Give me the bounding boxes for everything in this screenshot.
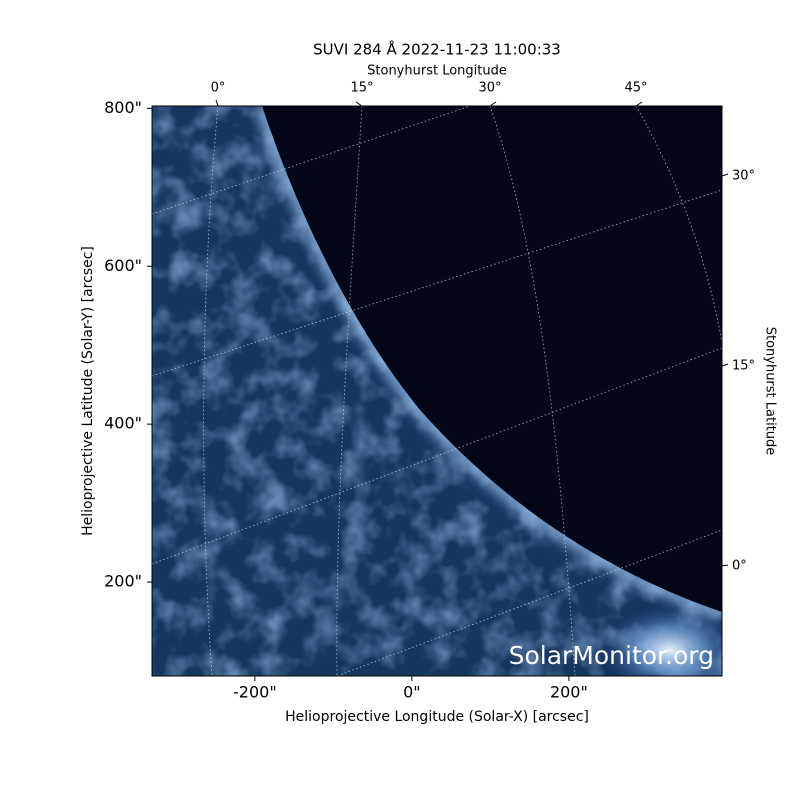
right-axis-label: Stonyhurst Latitude: [763, 327, 778, 456]
y-tick-label: 400": [104, 414, 142, 433]
lon-tick: [215, 99, 219, 107]
watermark: SolarMonitor.org: [509, 641, 714, 670]
y-tick-label: 200": [104, 572, 142, 591]
x-tick-label: 0": [403, 683, 421, 702]
lon-tick-label: 45°: [624, 81, 647, 96]
x-axis-label: Helioprojective Longitude (Solar-X) [arc…: [285, 709, 589, 725]
lat-tick-label: 30°: [732, 169, 755, 184]
lon-tick: [489, 101, 497, 107]
x-tick-label: -200": [233, 683, 277, 702]
lat-tick: [721, 173, 729, 177]
plot-frame: [151, 105, 723, 677]
y-axis-label: Helioprojective Latitude (Solar-Y) [arcs…: [80, 246, 96, 536]
lon-tick-label: 30°: [478, 81, 501, 96]
lat-tick-label: 0°: [732, 559, 747, 574]
lat-tick-label: 15°: [732, 359, 755, 374]
solar-image: [152, 106, 722, 676]
lat-tick: [721, 564, 729, 567]
x-tick-label: 200": [550, 683, 588, 702]
lon-tick-label: 0°: [211, 81, 226, 96]
lon-tick-label: 15°: [350, 81, 373, 96]
lon-tick: [355, 101, 363, 107]
lat-tick: [721, 363, 729, 367]
top-axis-label: Stonyhurst Longitude: [367, 64, 507, 79]
lon-tick: [635, 101, 643, 107]
y-tick-label: 600": [104, 256, 142, 275]
y-tick-label: 800": [104, 98, 142, 117]
chart-title: SUVI 284 Å 2022-11-23 11:00:33: [313, 40, 561, 59]
